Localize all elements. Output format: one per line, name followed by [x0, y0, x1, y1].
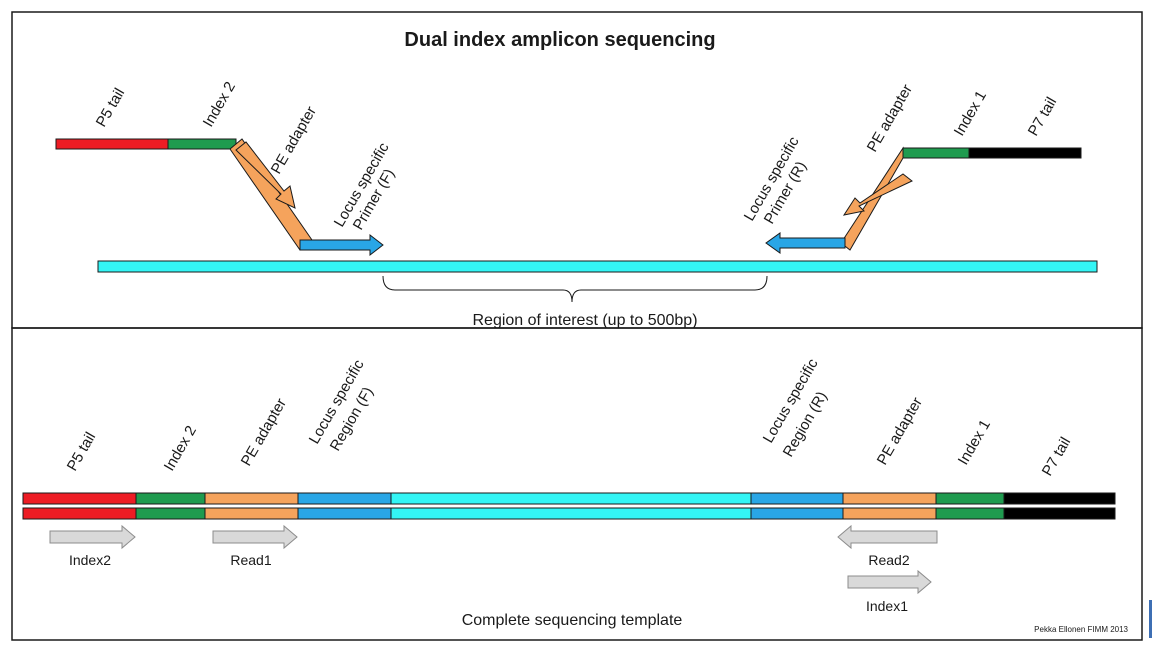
top-left-adapter-arrow	[235, 141, 296, 209]
read1-label: Read1	[230, 552, 271, 568]
strand-segment-index1	[935, 492, 1005, 505]
index2-read-arrow	[49, 524, 136, 550]
strand-segment-p5-tail	[22, 492, 137, 505]
bottom-label-index2: Index 2	[161, 423, 200, 474]
top-label-index1: Index 1	[951, 88, 990, 139]
top-p5-tail-bar	[55, 138, 169, 150]
bottom-label-pe-adapter-right: PE adapter	[874, 394, 926, 468]
diagram-title: Dual index amplicon sequencing	[404, 29, 715, 51]
strand-segment-locus-f	[297, 507, 392, 520]
strand-segment-pe-adapter-right	[842, 507, 937, 520]
top-label-index2: Index 2	[200, 79, 239, 130]
top-label-p5-tail: P5 tail	[93, 85, 129, 130]
bottom-label-pe-adapter-left: PE adapter	[238, 395, 290, 469]
strand-segment-target	[390, 507, 752, 520]
bottom-label-index1: Index 1	[955, 417, 994, 468]
credit-text: Pekka Ellonen FIMM 2013	[1034, 625, 1128, 634]
strand-segment-p7-tail	[1003, 492, 1116, 505]
side-marker	[1149, 600, 1152, 638]
top-label-pe-adapter-left: PE adapter	[268, 103, 320, 177]
strand-segment-pe-adapter-left	[204, 507, 299, 520]
strand-segment-target	[390, 492, 752, 505]
top-p7-tail-bar	[968, 147, 1082, 159]
template-strand-upper	[22, 492, 1116, 505]
read1-arrow	[212, 524, 298, 550]
top-panel-frame	[11, 11, 1143, 329]
region-of-interest-brace	[382, 275, 768, 303]
strand-segment-locus-f	[297, 492, 392, 505]
top-forward-primer-arrow	[299, 233, 384, 257]
strand-segment-p5-tail	[22, 507, 137, 520]
bottom-label-p7-tail: P7 tail	[1039, 434, 1075, 479]
bottom-panel-frame	[11, 327, 1143, 641]
strand-segment-pe-adapter-right	[842, 492, 937, 505]
index2-read-label: Index2	[69, 552, 111, 568]
top-index2-bar	[167, 138, 237, 150]
strand-segment-locus-r	[750, 507, 844, 520]
template-caption: Complete sequencing template	[462, 612, 683, 629]
top-index1-bar	[902, 147, 970, 159]
top-label-pe-adapter-right: PE adapter	[864, 81, 916, 155]
strand-segment-locus-r	[750, 492, 844, 505]
read2-label: Read2	[868, 552, 909, 568]
strand-segment-index1	[935, 507, 1005, 520]
strand-segment-index2	[135, 492, 206, 505]
top-reverse-primer-arrow	[765, 232, 846, 254]
strand-segment-p7-tail	[1003, 507, 1116, 520]
top-label-p7-tail: P7 tail	[1025, 94, 1061, 139]
region-of-interest-caption: Region of interest (up to 500bp)	[472, 312, 697, 329]
strand-segment-index2	[135, 507, 206, 520]
template-strand-lower	[22, 507, 1116, 520]
index1-read-arrow	[847, 569, 932, 595]
read2-arrow	[837, 524, 938, 550]
index1-read-label: Index1	[866, 598, 908, 614]
strand-segment-pe-adapter-left	[204, 492, 299, 505]
top-target-region-bar	[97, 260, 1098, 273]
top-right-adapter-arrow	[842, 173, 913, 216]
bottom-label-p5-tail: P5 tail	[64, 429, 100, 474]
